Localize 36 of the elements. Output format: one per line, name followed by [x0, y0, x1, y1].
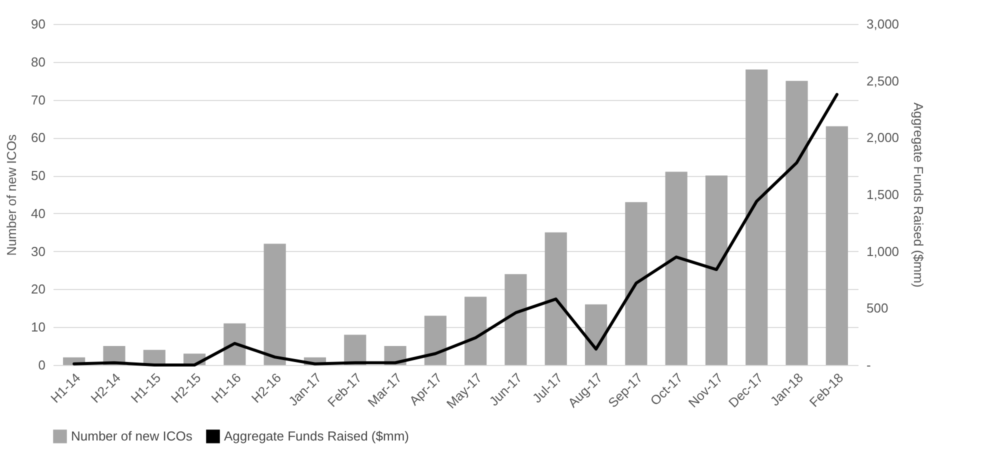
y-tick-label: 80 [31, 54, 46, 70]
legend-label: Aggregate Funds Raised ($mm) [224, 428, 409, 444]
line-series [72, 92, 838, 366]
y-axis-title: Number of new ICOs [4, 134, 20, 256]
legend-label: Number of new ICOs [71, 428, 193, 444]
y2-axis-title: Aggregate Funds Raised ($mm) [911, 102, 926, 288]
y2-tick-label: - [866, 358, 871, 372]
bar [584, 304, 608, 365]
bar [424, 316, 446, 365]
y-tick-label: 90 [31, 16, 46, 32]
y2-tick-label: 500 [866, 300, 888, 316]
y2-tick-label: 2,000 [866, 130, 900, 146]
y2-tick-label: 3,000 [866, 16, 900, 32]
bar [786, 80, 808, 365]
y2-tick-label: 1,500 [866, 187, 900, 202]
bar [665, 172, 688, 365]
bar [464, 296, 487, 365]
y-tick-label: 60 [31, 130, 46, 146]
bar [746, 69, 768, 365]
bar [224, 323, 246, 365]
bar [705, 176, 728, 365]
bar [264, 244, 286, 365]
bar [504, 274, 527, 365]
y2-tick-label: 2,500 [866, 73, 900, 88]
y-tick-label: 10 [31, 320, 46, 335]
y-tick-label: 20 [31, 282, 46, 297]
bar [625, 202, 648, 365]
y-tick-label: 30 [31, 244, 46, 259]
bar [544, 232, 567, 365]
bar [826, 126, 848, 365]
bar [344, 334, 366, 365]
y2-tick-label: 1,000 [866, 244, 900, 259]
y-tick-label: 50 [31, 168, 46, 184]
y-tick-label: 70 [31, 92, 46, 108]
y-tick-label: 40 [31, 206, 46, 221]
y-tick-label: 0 [38, 358, 46, 372]
